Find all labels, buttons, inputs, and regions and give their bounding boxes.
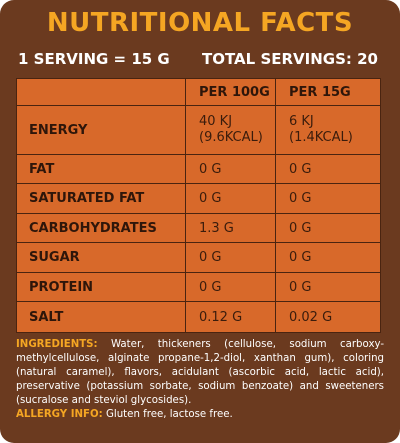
- ingredients-text: Water, thickeners (cellulose, sodium car…: [16, 339, 384, 406]
- value-per-15g: 0 G: [275, 243, 380, 272]
- value-per-100g: 0 G: [185, 243, 275, 272]
- table-header-row: PER 100G PER 15G: [17, 79, 380, 105]
- value-line: (9.6KCAL): [199, 130, 263, 145]
- value-per-15g: 0 G: [275, 214, 380, 242]
- nutrient-label: SALT: [29, 309, 64, 325]
- value-per-15g: 0 G: [275, 273, 380, 301]
- table-row: ENERGY 40 KJ (9.6KCAL) 6 KJ (1.4KCAL): [17, 106, 380, 154]
- value-per-15g: 0.02 G: [275, 302, 380, 332]
- table-row: SALT 0.12 G 0.02 G: [17, 302, 380, 332]
- nutrient-label: SATURATED FAT: [29, 191, 145, 206]
- value-per-15g: 6 KJ (1.4KCAL): [275, 106, 380, 154]
- value-per-100g: 0.12 G: [185, 302, 275, 332]
- table-row: SATURATED FAT 0 G 0 G: [17, 184, 380, 213]
- nutrient-label: ENERGY: [29, 122, 88, 138]
- table-row: SUGAR 0 G 0 G: [17, 243, 380, 272]
- header-per-100g: PER 100G: [185, 79, 275, 105]
- value-line: (1.4KCAL): [289, 130, 353, 145]
- value-per-15g: 0 G: [275, 184, 380, 213]
- serving-size: 1 SERVING = 15 G: [18, 50, 170, 68]
- table-row: CARBOHYDRATES 1.3 G 0 G: [17, 214, 380, 242]
- nutrient-label: CARBOHYDRATES: [29, 220, 157, 236]
- table-row: FAT 0 G 0 G: [17, 155, 380, 183]
- product-notes: INGREDIENTS: Water, thickeners (cellulos…: [16, 338, 384, 422]
- value-per-15g: 0 G: [275, 155, 380, 183]
- table-row: PROTEIN 0 G 0 G: [17, 273, 380, 301]
- value-per-100g: 0 G: [185, 155, 275, 183]
- page-title: NUTRITIONAL FACTS: [46, 8, 354, 38]
- value-per-100g: 0 G: [185, 184, 275, 213]
- nutrient-label: SUGAR: [29, 250, 80, 265]
- allergy-label: ALLERGY INFO:: [16, 409, 103, 420]
- value-line: 40 KJ: [199, 114, 233, 129]
- header-nutrient: [17, 79, 185, 105]
- value-line: 6 KJ: [289, 114, 314, 129]
- nutrient-label: PROTEIN: [29, 279, 94, 295]
- allergy-text: Gluten free, lactose free.: [106, 409, 233, 420]
- total-servings: TOTAL SERVINGS: 20: [202, 50, 378, 68]
- ingredients-label: INGREDIENTS:: [16, 339, 98, 350]
- nutrition-table: PER 100G PER 15G ENERGY 40 KJ (9.6KCAL) …: [16, 78, 381, 333]
- header-per-15g: PER 15G: [275, 79, 380, 105]
- value-per-100g: 40 KJ (9.6KCAL): [185, 106, 275, 154]
- value-per-100g: 0 G: [185, 273, 275, 301]
- nutrient-label: FAT: [29, 161, 55, 177]
- value-per-100g: 1.3 G: [185, 214, 275, 242]
